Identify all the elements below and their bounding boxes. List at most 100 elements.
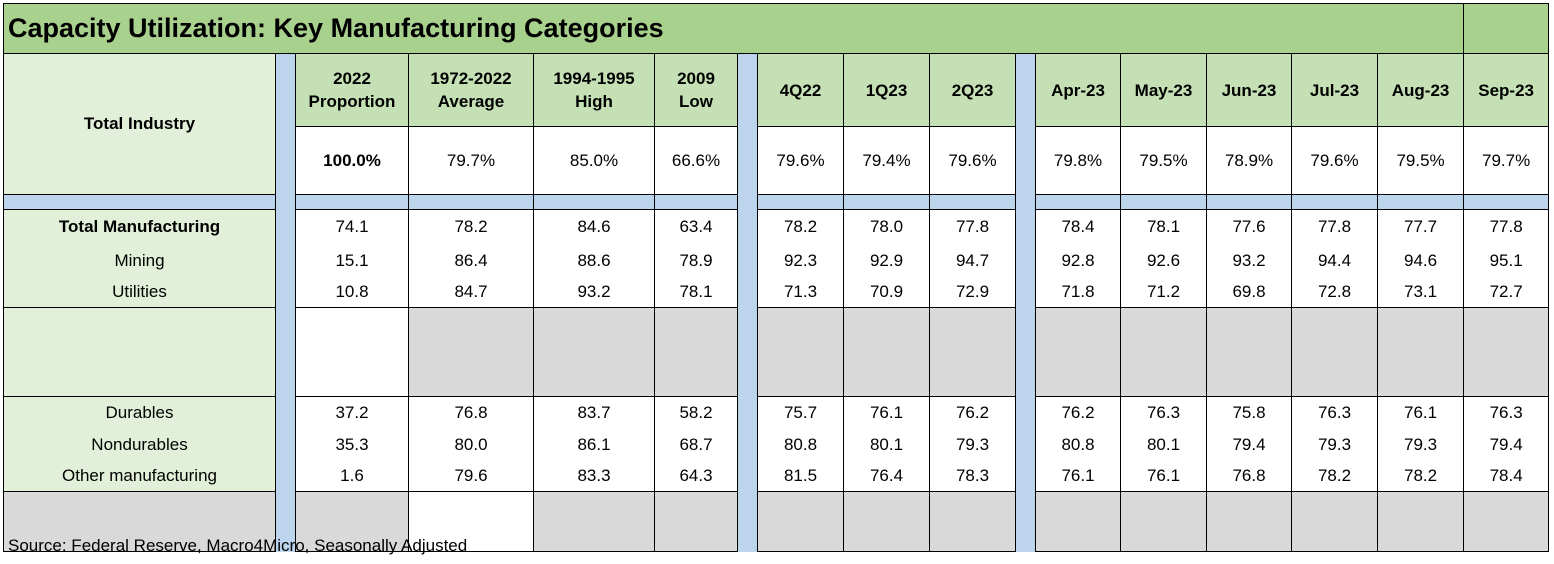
table-cell: 1.6 <box>295 460 409 492</box>
column-header-line2: High <box>575 92 613 111</box>
total-industry-value: 79.7% <box>408 126 534 195</box>
table-row: Mining 15.1 86.4 88.6 78.9 92.3 92.9 94.7 92.8 92… <box>3 244 1550 277</box>
table-cell: 76.1 <box>843 396 930 429</box>
table-cell: 69.8 <box>1206 276 1292 308</box>
blank-cell <box>929 307 1016 397</box>
total-industry-value: 78.9% <box>1206 126 1292 195</box>
column-header-line1: 4Q22 <box>779 80 822 100</box>
total-industry-value: 79.5% <box>1120 126 1207 195</box>
column-header: 4Q22 <box>757 53 844 127</box>
table-cell: 78.2 <box>1291 460 1378 492</box>
table-cell: 64.3 <box>654 460 738 492</box>
table-cell: 78.2 <box>757 209 844 245</box>
table-cell: 77.7 <box>1376 209 1465 245</box>
table-cell: 58.2 <box>654 396 738 429</box>
blank-cell <box>1376 307 1465 397</box>
blank-cell <box>1291 491 1378 552</box>
total-industry-value: 79.6% <box>1291 126 1378 195</box>
blank-cell <box>1376 491 1465 552</box>
column-header-line1: Jul-23 <box>1309 80 1360 100</box>
table-cell: 84.7 <box>408 276 534 308</box>
row-label: Mining <box>3 244 276 277</box>
total-industry-values-row: 100.0% 79.7% 85.0% 66.6% 79.6% 79.4% 79.6% 79.8… <box>4 126 1550 195</box>
table-row: Durables 37.2 76.8 83.7 58.2 75.7 76.1 76.2 76.2… <box>3 396 1550 429</box>
table-cell: 79.4 <box>1463 428 1550 461</box>
row-label: Total Manufacturing <box>3 209 276 245</box>
table-cell: 86.4 <box>408 244 534 277</box>
column-header: 2022 Proportion <box>295 53 409 127</box>
column-header: 2Q23 <box>929 53 1016 127</box>
band-cell <box>929 194 1016 210</box>
column-header-line1: 1972-2022 <box>430 69 512 88</box>
row-label: Durables <box>3 396 276 429</box>
band-cell <box>408 194 534 210</box>
table-cell: 78.1 <box>654 276 738 308</box>
column-header-line1: 2Q23 <box>951 80 994 100</box>
band-cell <box>1463 194 1550 210</box>
table-cell: 63.4 <box>654 209 738 245</box>
column-header: 1Q23 <box>843 53 930 127</box>
table-cell: 77.8 <box>929 209 1016 245</box>
table-row: Utilities 10.8 84.7 93.2 78.1 71.3 70.9 72.9 71.… <box>3 276 1550 308</box>
column-header-line1: Sep-23 <box>1478 80 1534 100</box>
table-cell: 92.3 <box>757 244 844 277</box>
table-cell: 73.1 <box>1376 276 1465 308</box>
column-header-line1: 2009 <box>677 69 715 88</box>
band-left <box>3 194 276 210</box>
table-cell: 71.3 <box>757 276 844 308</box>
table-row: Other manufacturing 1.6 79.6 83.3 64.3 81.5 76… <box>3 460 1550 492</box>
row-label-blank <box>3 491 276 552</box>
blank-cell <box>533 491 655 552</box>
table-cell: 94.6 <box>1376 244 1465 277</box>
blank-cell <box>408 307 534 397</box>
table-row: Total Manufacturing 74.1 78.2 84.6 63.4 78.2 7… <box>3 209 1550 245</box>
column-header: 2009 Low <box>654 53 738 127</box>
table-cell: 80.1 <box>843 428 930 461</box>
table-cell: 35.3 <box>295 428 409 461</box>
table-cell: 78.4 <box>1035 209 1121 245</box>
table-cell: 10.8 <box>295 276 409 308</box>
blank-cell <box>843 491 930 552</box>
table-cell: 95.1 <box>1463 244 1550 277</box>
band-cell <box>654 194 738 210</box>
blank-cell <box>1120 491 1207 552</box>
total-industry-value: 85.0% <box>533 126 655 195</box>
band-cell <box>533 194 655 210</box>
column-header: Sep-23 <box>1463 53 1550 127</box>
table-cell: 76.3 <box>1291 396 1378 429</box>
row-label: Nondurables <box>3 428 276 461</box>
table-cell: 72.9 <box>929 276 1016 308</box>
column-separator <box>275 53 296 552</box>
table-cell: 78.1 <box>1120 209 1207 245</box>
table-cell: 94.4 <box>1291 244 1378 277</box>
blank-cell <box>843 307 930 397</box>
blank-cell <box>1206 491 1292 552</box>
table-cell: 80.8 <box>1035 428 1121 461</box>
column-header-line1: 1Q23 <box>865 80 908 100</box>
band-cell <box>1206 194 1292 210</box>
table-cell: 79.3 <box>1376 428 1465 461</box>
total-industry-label: Total Industry <box>3 53 276 195</box>
table-cell: 76.3 <box>1120 396 1207 429</box>
table-cell: 72.7 <box>1463 276 1550 308</box>
total-industry-value: 79.8% <box>1035 126 1121 195</box>
blank-cell <box>929 491 1016 552</box>
column-header-line2: Proportion <box>308 92 396 111</box>
column-header: May-23 <box>1120 53 1207 127</box>
blank-cell <box>1463 491 1550 552</box>
band-cell <box>757 194 844 210</box>
row-label: Other manufacturing <box>3 460 276 492</box>
table-cell: 83.3 <box>533 460 655 492</box>
table-cell: 76.1 <box>1035 460 1121 492</box>
table-cell: 78.0 <box>843 209 930 245</box>
row-label: Utilities <box>3 276 276 308</box>
table-cell: 79.6 <box>408 460 534 492</box>
table-cell: 76.2 <box>1035 396 1121 429</box>
column-header: 1994-1995 High <box>533 53 655 127</box>
column-header-line1: 2022 <box>333 69 371 88</box>
column-header-line1: Aug-23 <box>1391 80 1450 100</box>
table-cell: 79.3 <box>1291 428 1378 461</box>
blank-cell <box>1120 307 1207 397</box>
blank-cell <box>295 307 409 397</box>
table-cell: 15.1 <box>295 244 409 277</box>
